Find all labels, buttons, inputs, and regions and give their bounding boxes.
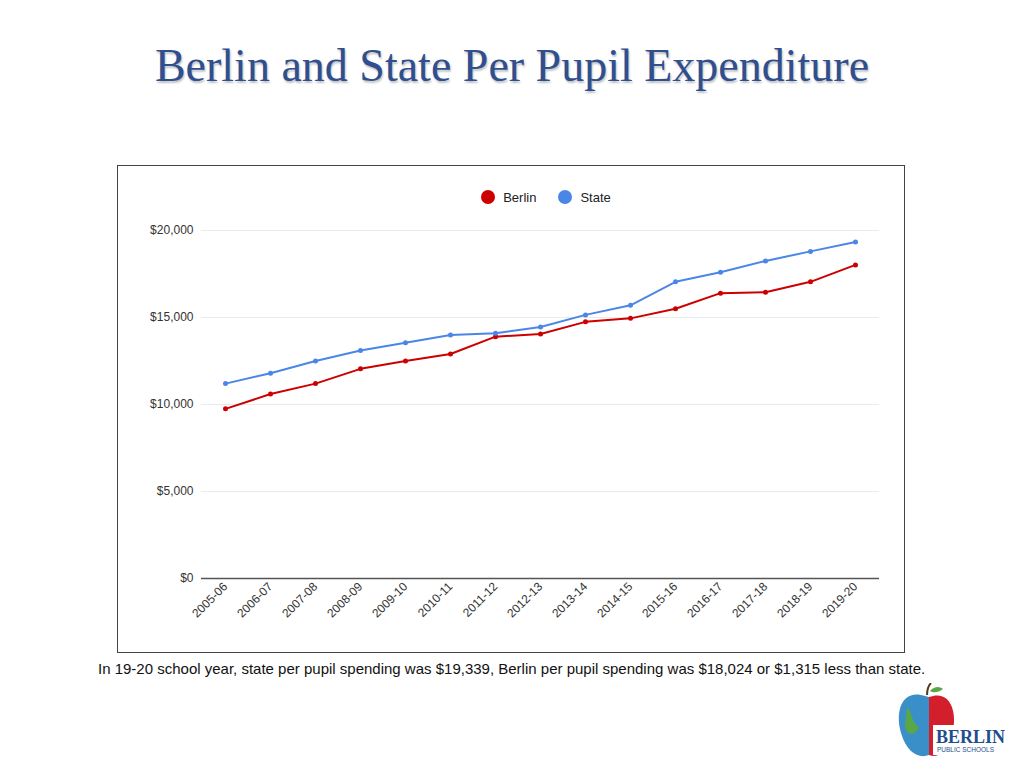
svg-text:2006-07: 2006-07 <box>234 579 275 620</box>
html-text:In 19-20 school year, state pe: In 19-20 school year, state per pupil sp… <box>98 660 926 677</box>
svg-text:$10,000: $10,000 <box>150 397 194 411</box>
svg-text:2008-09: 2008-09 <box>324 579 365 620</box>
svg-text:PUBLIC SCHOOLS: PUBLIC SCHOOLS <box>937 746 995 753</box>
svg-text:2012-13: 2012-13 <box>504 579 545 620</box>
svg-text:2009-10: 2009-10 <box>369 579 410 620</box>
svg-text:2011-12: 2011-12 <box>460 579 501 620</box>
svg-text:2007-08: 2007-08 <box>279 579 320 620</box>
html-text:State: State <box>580 189 611 205</box>
svg-text:$0: $0 <box>180 571 194 585</box>
svg-text:2017-18: 2017-18 <box>729 579 770 620</box>
svg-text:$5,000: $5,000 <box>157 484 194 498</box>
svg-text:$20,000: $20,000 <box>150 223 194 237</box>
svg-text:$15,000: $15,000 <box>150 310 194 324</box>
svg-text:2013-14: 2013-14 <box>549 579 590 620</box>
html-text:Berlin: Berlin <box>503 189 537 205</box>
svg-text:2010-11: 2010-11 <box>415 579 456 620</box>
svg-text:2019-20: 2019-20 <box>819 579 860 620</box>
html-text:Berlin and State Per Pupil Exp: Berlin and State Per Pupil Expenditure <box>154 40 870 91</box>
svg-text:2014-15: 2014-15 <box>594 579 635 620</box>
svg-text:BERLIN: BERLIN <box>936 727 1005 747</box>
svg-text:2018-19: 2018-19 <box>774 579 815 620</box>
svg-text:2005-06: 2005-06 <box>189 579 230 620</box>
svg-text:2015-16: 2015-16 <box>639 579 680 620</box>
svg-text:2016-17: 2016-17 <box>684 579 725 620</box>
